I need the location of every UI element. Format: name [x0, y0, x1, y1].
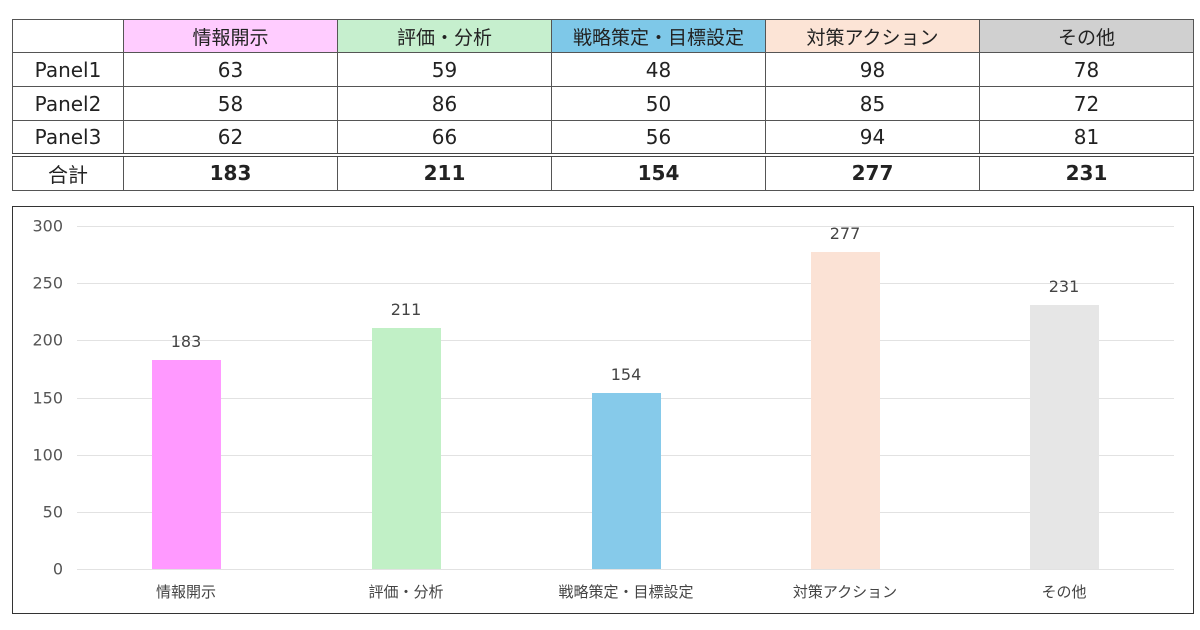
- total-cell: 211: [337, 152, 552, 191]
- total-row: 合計 183 211 154 277 231: [12, 152, 1194, 191]
- table-cell: 48: [551, 52, 766, 87]
- table-cell: 63: [123, 52, 338, 87]
- y-axis-tick-label: 100: [32, 445, 63, 465]
- x-axis-category-label: 対策アクション: [792, 583, 898, 601]
- bar: [1029, 304, 1099, 569]
- header-senryaku-mokuhyou: 戦略策定・目標設定: [551, 19, 766, 53]
- total-label: 合計: [12, 152, 124, 191]
- row-label: Panel1: [12, 52, 124, 87]
- bar-chart: 0 50 100 150 200 250 300 183 情報開示 211 評価・分析 154 戦略策定…: [12, 206, 1194, 614]
- bar-value-label: 183: [170, 331, 202, 351]
- bar-value-label: 211: [390, 299, 422, 319]
- bar-value-label: 231: [1048, 276, 1080, 296]
- table-cell: 98: [765, 52, 980, 87]
- y-axis-tick-label: 300: [32, 216, 63, 236]
- row-label: Panel3: [12, 120, 124, 155]
- table-cell: 81: [979, 120, 1194, 155]
- bar-value-label: 277: [829, 224, 861, 244]
- gridline: [77, 569, 1174, 570]
- table-header-row: 情報開示 評価・分析 戦略策定・目標設定 対策アクション その他: [12, 19, 1194, 53]
- table-cell: 58: [123, 86, 338, 121]
- gridline: [77, 226, 1174, 227]
- total-cell: 231: [979, 152, 1194, 191]
- summary-table: 情報開示 評価・分析 戦略策定・目標設定 対策アクション その他 Panel1 …: [12, 19, 1194, 191]
- header-sonota: その他: [979, 19, 1194, 53]
- y-axis-tick-label: 50: [42, 502, 63, 522]
- table-cell: 56: [551, 120, 766, 155]
- gridline: [77, 283, 1174, 285]
- total-cell: 183: [123, 152, 338, 191]
- x-axis-category-label: その他: [1041, 583, 1087, 601]
- bar-value-label: 154: [610, 364, 642, 384]
- bar: [591, 392, 661, 569]
- table-row: Panel3 62 66 56 94 81: [12, 120, 1194, 155]
- x-axis-category-label: 情報開示: [155, 583, 216, 601]
- row-label: Panel2: [12, 86, 124, 121]
- y-axis-tick-label: 250: [32, 273, 63, 293]
- total-cell: 154: [551, 152, 766, 191]
- table-cell: 50: [551, 86, 766, 121]
- bar: [371, 327, 441, 569]
- header-hyouka-bunseki: 評価・分析: [337, 19, 552, 53]
- bar: [151, 359, 221, 569]
- table-cell: 66: [337, 120, 552, 155]
- table-row: Panel1 63 59 48 98 78: [12, 52, 1194, 87]
- x-axis-category-label: 戦略策定・目標設定: [558, 583, 694, 601]
- table-cell: 72: [979, 86, 1194, 121]
- table-cell: 85: [765, 86, 980, 121]
- plot-area: 0 50 100 150 200 250 300 183 情報開示 211 評価・分析 154 戦略策定…: [13, 207, 1193, 613]
- table-row: Panel2 58 86 50 85 72: [12, 86, 1194, 121]
- table-cell: 59: [337, 52, 552, 87]
- table-corner-cell: [12, 19, 124, 53]
- table-cell: 62: [123, 120, 338, 155]
- bar: [810, 252, 880, 569]
- total-cell: 277: [765, 152, 980, 191]
- gridline: [77, 340, 1174, 342]
- table-cell: 94: [765, 120, 980, 155]
- table-cell: 86: [337, 86, 552, 121]
- header-jouhou-kaiji: 情報開示: [123, 19, 338, 53]
- x-axis-category-label: 評価・分析: [368, 583, 444, 601]
- y-axis-tick-label: 200: [32, 330, 63, 350]
- table-cell: 78: [979, 52, 1194, 87]
- y-axis-tick-label: 0: [52, 559, 63, 579]
- header-taisaku-action: 対策アクション: [765, 19, 980, 53]
- y-axis-tick-label: 150: [32, 388, 63, 407]
